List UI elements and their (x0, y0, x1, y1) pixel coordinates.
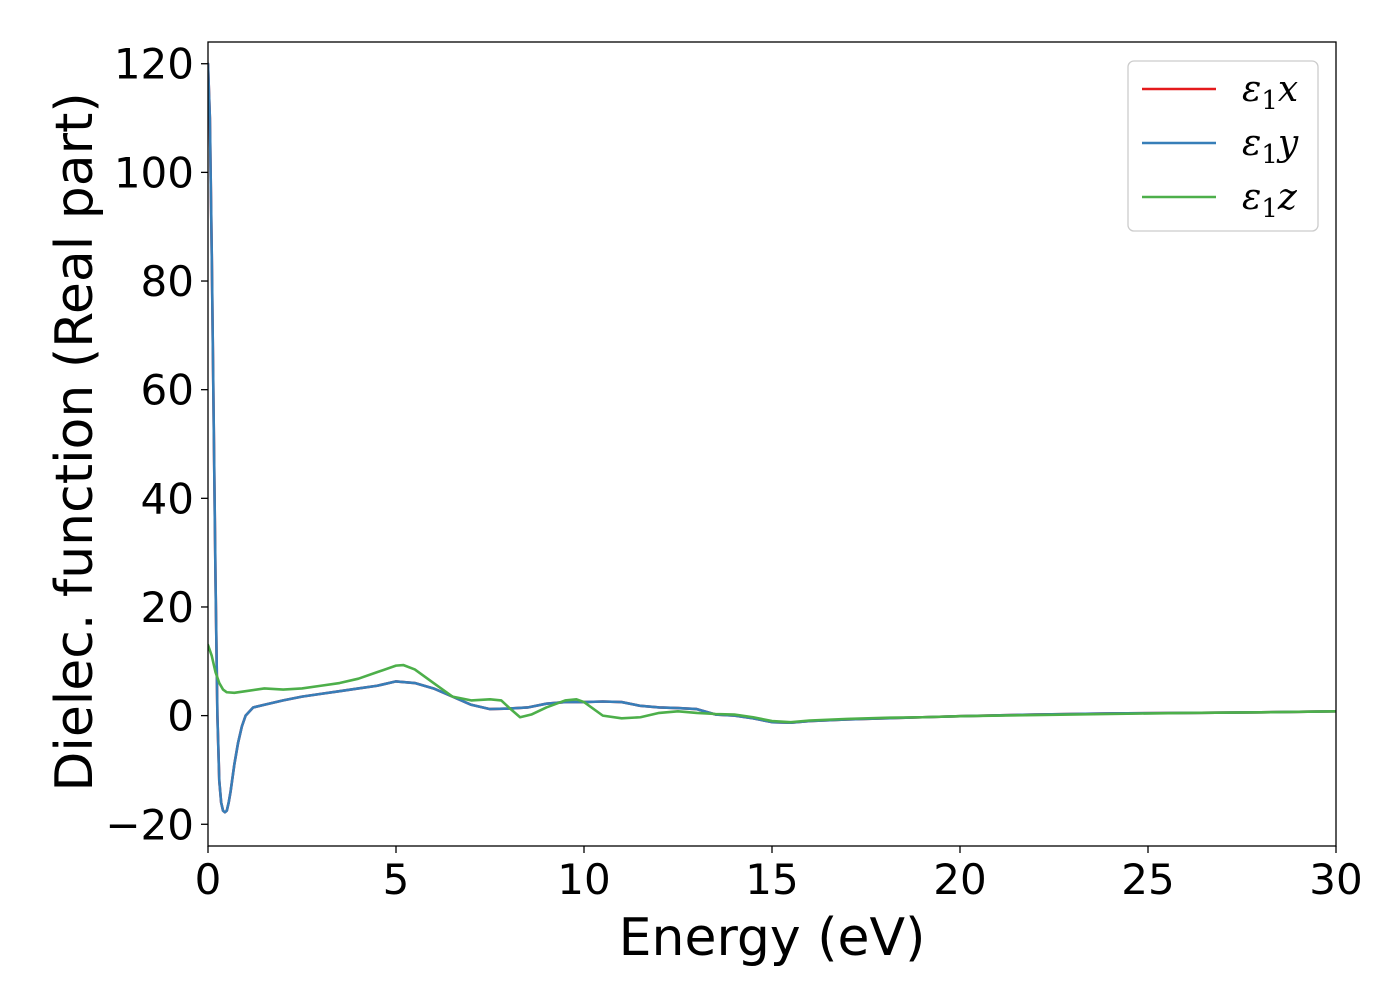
y-tick-label: 60 (141, 366, 194, 415)
series-line-z (208, 643, 1336, 724)
y-axis-label: Dielec. function (Real part) (45, 92, 105, 791)
y-tick-label: 0 (167, 692, 194, 741)
x-axis-label: Energy (eV) (619, 908, 926, 968)
x-tick-label: 0 (195, 855, 222, 904)
x-tick-label: 10 (557, 855, 610, 904)
y-tick-label: 20 (141, 583, 194, 632)
x-tick-label: 20 (933, 855, 986, 904)
y-tick-label: 100 (114, 148, 194, 197)
y-tick-label: −20 (105, 800, 194, 849)
y-tick-label: 120 (114, 40, 194, 89)
x-tick-label: 25 (1121, 855, 1174, 904)
legend-label-y: ε1y (1242, 123, 1299, 170)
x-tick-label: 15 (745, 855, 798, 904)
x-tick-label: 30 (1309, 855, 1362, 904)
legend: ε1x ε1y ε1z (1127, 60, 1319, 232)
y-tick-label: 40 (141, 474, 194, 523)
y-tick-label: 80 (141, 257, 194, 306)
legend-box (1127, 60, 1319, 232)
plot-lines (208, 62, 1336, 814)
x-tick-label: 5 (383, 855, 410, 904)
legend-label-z: ε1z (1242, 177, 1298, 224)
legend-label-x: ε1x (1242, 69, 1298, 116)
